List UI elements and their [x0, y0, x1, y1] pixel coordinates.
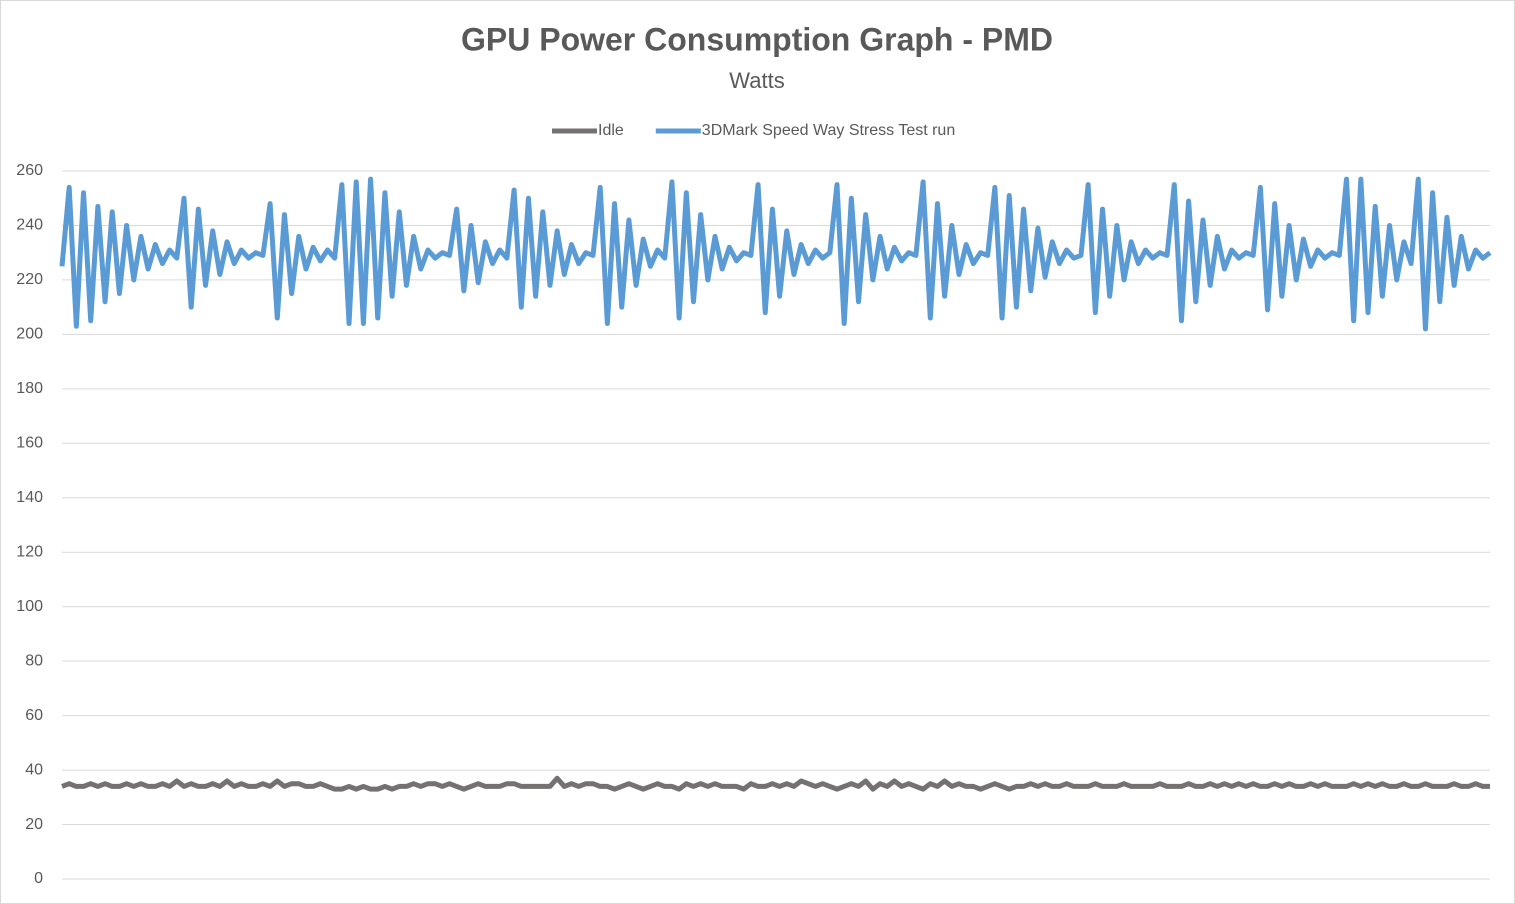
legend-label: Idle [598, 122, 624, 139]
series-line [59, 176, 1492, 332]
y-tick-label: 260 [16, 162, 43, 179]
y-tick-label: 200 [16, 326, 43, 343]
y-tick-label: 220 [16, 271, 43, 288]
y-tick-label: 100 [16, 598, 43, 615]
y-tick-label: 240 [16, 217, 43, 234]
y-tick-label: 60 [25, 707, 43, 724]
y-tick-label: 140 [16, 489, 43, 506]
y-tick-label: 40 [25, 761, 43, 778]
y-tick-label: 0 [34, 870, 43, 887]
y-tick-label: 80 [25, 652, 43, 669]
chart-title: GPU Power Consumption Graph - PMD [461, 21, 1053, 57]
y-tick-label: 160 [16, 435, 43, 452]
y-tick-label: 180 [16, 380, 43, 397]
series-line [61, 775, 1490, 792]
legend-label: 3DMark Speed Way Stress Test run [702, 122, 955, 139]
y-tick-label: 20 [25, 816, 43, 833]
chart-subtitle: Watts [729, 68, 784, 93]
y-tick-label: 120 [16, 543, 43, 560]
